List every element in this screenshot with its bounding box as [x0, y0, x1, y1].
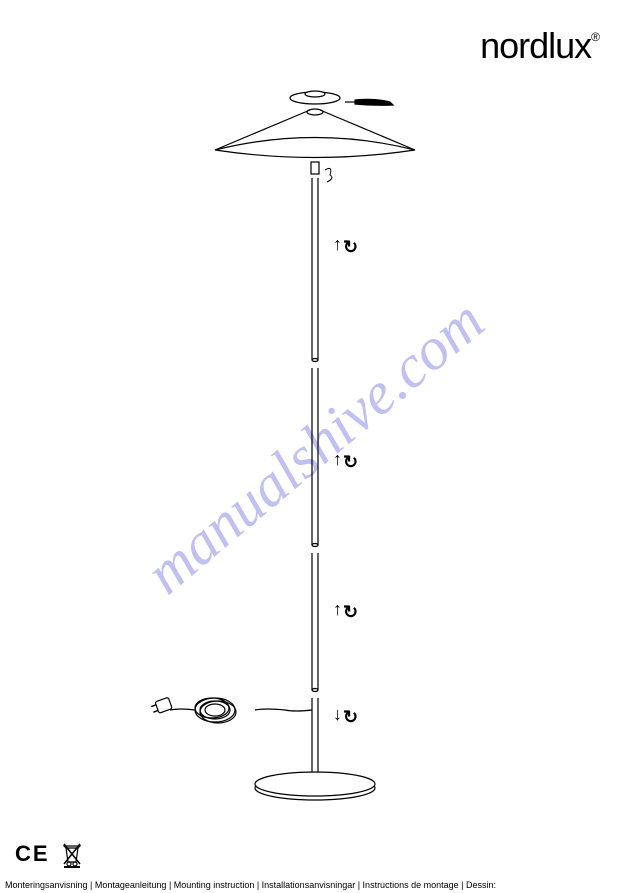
trademark-symbol: ®: [591, 30, 599, 44]
twist-arrow-2b: ↻: [343, 452, 358, 472]
twist-arrow-3b: ↻: [343, 602, 358, 622]
twist-arrow-2: ↑: [333, 449, 342, 469]
brand-logo: nordlux®: [480, 25, 599, 67]
twist-arrow-4: ↓: [333, 704, 342, 724]
footer-icons: CE: [15, 840, 84, 868]
lamp-assembly-diagram: ↑ ↻ ↑ ↻ ↑ ↻ ↓ ↻: [115, 70, 515, 830]
twist-arrow-3: ↑: [333, 599, 342, 619]
weee-icon: [60, 840, 84, 868]
twist-arrow-1b: ↻: [343, 237, 358, 257]
twist-arrow-1: ↑: [333, 234, 342, 254]
brand-name: nordlux: [480, 25, 591, 66]
footer-text: Monteringsanvisning | Montageanleitung |…: [0, 880, 629, 890]
twist-arrow-4b: ↻: [343, 707, 358, 727]
ce-mark: CE: [15, 841, 50, 867]
